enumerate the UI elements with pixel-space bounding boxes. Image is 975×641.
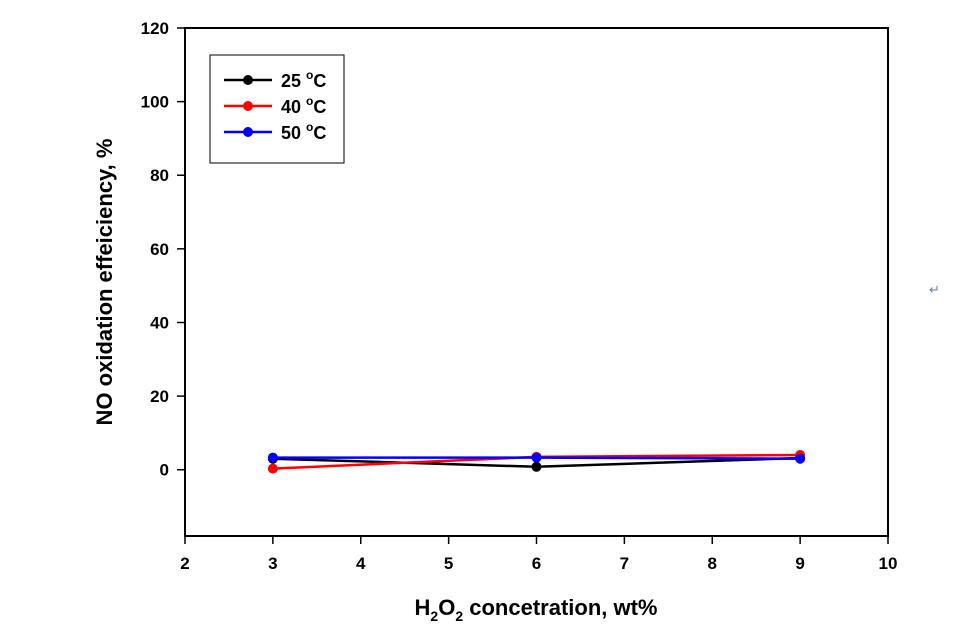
- legend-label: 50 oC: [281, 120, 326, 143]
- y-tick-label: 0: [160, 461, 169, 480]
- y-axis: 0 20 40 60 80 100 120: [141, 19, 185, 480]
- x-tick-label: 3: [268, 554, 277, 573]
- y-tick-label: 120: [141, 19, 169, 38]
- legend-label: 25 oC: [281, 68, 326, 91]
- legend-swatch-marker: [243, 101, 253, 111]
- legend-box: [209, 54, 345, 164]
- y-tick-label: 20: [150, 387, 169, 406]
- x-tick-label: 5: [444, 554, 453, 573]
- data-point: [795, 453, 806, 464]
- return-mark: ↵: [929, 283, 940, 298]
- x-tick-label: 4: [356, 554, 366, 573]
- data-point: [531, 461, 542, 472]
- x-tick-label: 9: [795, 554, 804, 573]
- legend-item: 40 oC: [224, 94, 326, 117]
- y-tick-label: 80: [150, 166, 169, 185]
- y-tick-label: 40: [150, 313, 169, 332]
- y-axis-title: NO oxidation effeiciency, %: [92, 139, 117, 426]
- legend-swatch-marker: [243, 75, 253, 85]
- legend-item: 50 oC: [224, 120, 326, 143]
- x-axis: 2 3 4 5 6 7 8 9 10: [180, 536, 897, 573]
- x-tick-label: 8: [708, 554, 717, 573]
- y-tick-label: 100: [141, 93, 169, 112]
- x-axis-title: H2O2 concetration, wt%: [415, 595, 658, 624]
- x-tick-label: 2: [180, 554, 189, 573]
- series-layer: [267, 450, 806, 474]
- y-tick-label: 60: [150, 240, 169, 259]
- x-tick-label: 6: [532, 554, 541, 573]
- legend-swatch-marker: [243, 127, 253, 137]
- x-tick-label: 7: [620, 554, 629, 573]
- legend-label: 40 oC: [281, 94, 326, 117]
- legend-item: 25 oC: [224, 68, 326, 91]
- data-point: [267, 463, 278, 474]
- x-tick-label: 10: [879, 554, 898, 573]
- data-point: [267, 452, 278, 463]
- data-point: [531, 452, 542, 463]
- legend: 25 oC 40 oC 50 oC: [209, 54, 345, 164]
- series-3: [267, 452, 806, 464]
